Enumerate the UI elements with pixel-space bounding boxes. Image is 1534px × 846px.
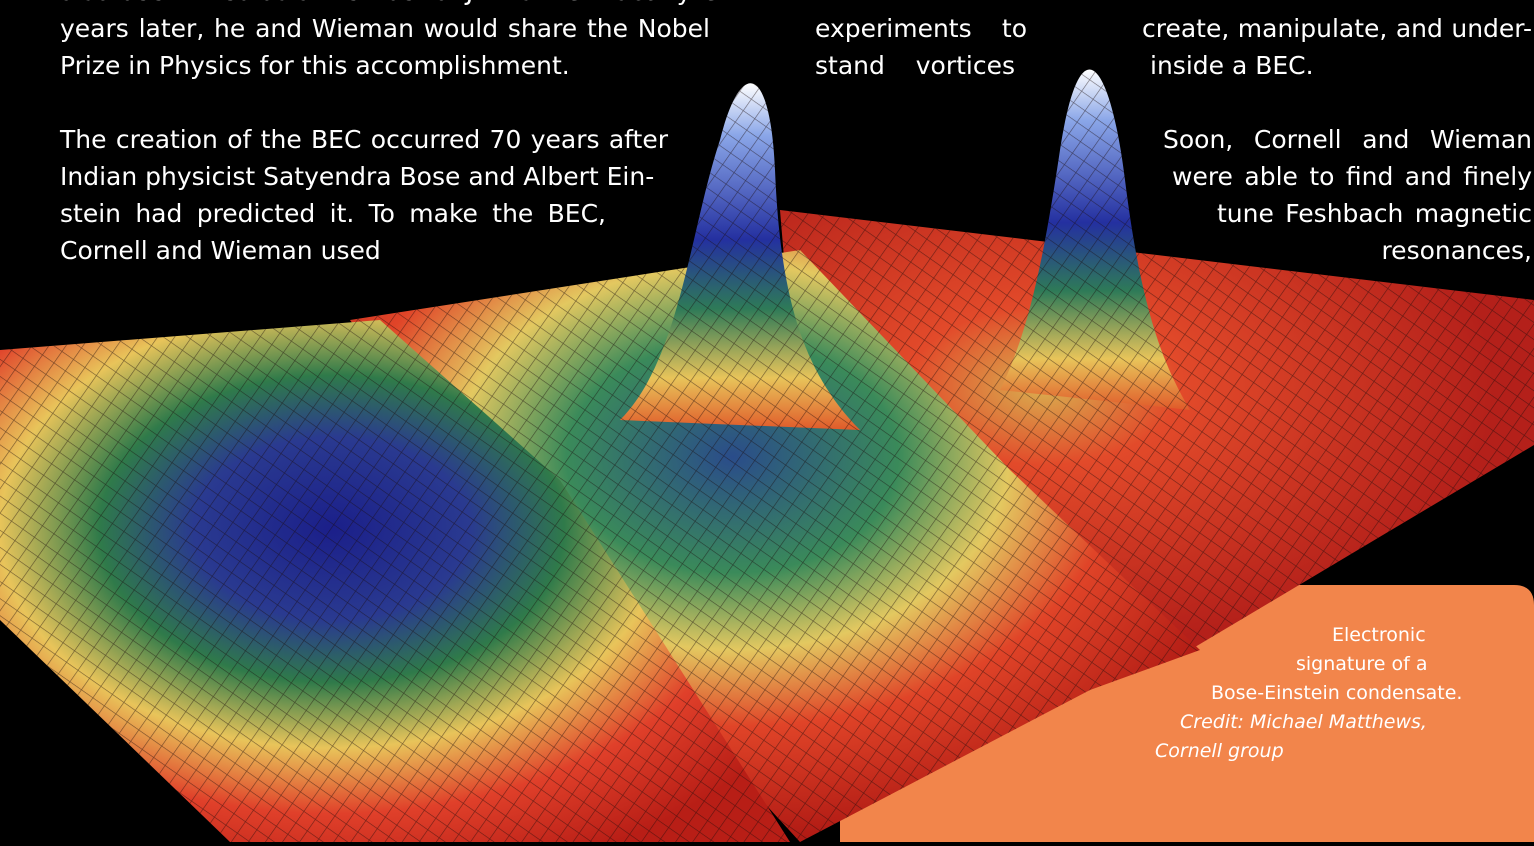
text-line: also been hired as a member of JILA’s NI… [60, 0, 741, 10]
text-line: years later, he and Wieman would share t… [60, 14, 710, 43]
text-line: tune Feshbach magnetic [1217, 199, 1532, 228]
text-line: stand vortices [815, 51, 1015, 80]
text-line: Cornell and Wieman used [60, 236, 381, 265]
text-line: Prize in Physics for this accomplishment… [60, 51, 570, 80]
caption-credit: Credit: Michael Matthews, [1180, 711, 1427, 733]
text-line: The creation of the BEC occurred 70 year… [60, 125, 668, 154]
left-plate [0, 320, 790, 842]
text-line: were able to find and finely [1172, 162, 1532, 191]
caption-line: signature of a [1296, 653, 1428, 675]
text-line: inside a BEC. [1150, 51, 1314, 80]
text-line: create, manipulate, and under- [1142, 14, 1532, 43]
text-line: stein had predicted it. To make the BEC, [60, 199, 606, 228]
text-line: resonances, [1381, 236, 1532, 265]
caption-line: Electronic [1332, 624, 1426, 646]
middle-plate [350, 83, 1200, 842]
text-line: Soon, Cornell and Wieman [1163, 125, 1532, 154]
text-line: Indian physicist Satyendra Bose and Albe… [60, 162, 655, 191]
text-line: experiments to [815, 14, 1027, 43]
caption-credit: Cornell group [1155, 740, 1284, 762]
right-plate [780, 69, 1534, 650]
caption-line: Bose-Einstein condensate. [1211, 682, 1463, 704]
